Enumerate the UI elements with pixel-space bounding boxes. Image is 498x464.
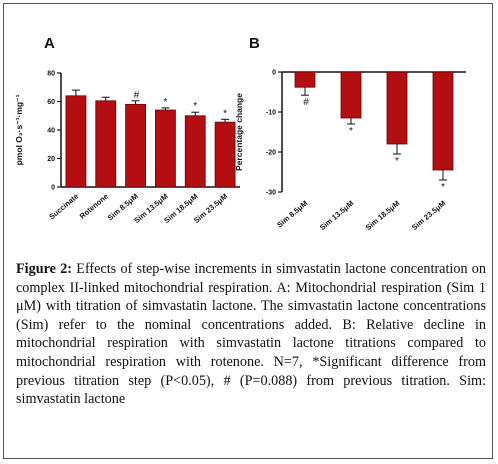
panel-a-y-axis-label: pmol O₂·s⁻¹·mg⁻¹	[14, 94, 24, 165]
panel-a-bar	[155, 109, 176, 188]
panel-a-y-tick-label: 20	[47, 156, 55, 163]
panel-b-letter: B	[249, 35, 260, 52]
panel-a-significance-mark: *	[223, 108, 227, 119]
panel-b-category-label: Sim 18.5μM	[364, 199, 401, 232]
panel-b-significance-mark: *	[441, 182, 445, 193]
panel-a-bar	[95, 100, 117, 188]
panel-a-y-tick-label: 0	[51, 185, 55, 192]
panel-a-bar	[125, 103, 146, 188]
panel-b-y-axis-label: Percentage change	[234, 93, 244, 171]
panel-b-category-label: Sim 13.5μM	[318, 199, 355, 232]
panel-a-bar	[184, 115, 206, 188]
figure-frame: A B 0 20 40 60 80 pmol O₂·s⁻¹·mg⁻¹ Succinate Ro…	[3, 3, 493, 459]
panel-b-bar	[386, 71, 408, 145]
panel-a-category-label: Succinate	[47, 192, 80, 222]
panel-b-category-label: Sim 8.5μM	[275, 199, 309, 230]
panel-a-y-tick-label: 80	[47, 71, 55, 78]
panel-a-y-tick-label: 60	[47, 99, 55, 106]
panel-b-y-tick-label: -20	[266, 150, 276, 157]
panel-b-y-tick-label: -10	[266, 110, 276, 117]
panel-b-bar	[432, 71, 454, 171]
panel-b-significance-mark: #	[303, 97, 309, 108]
panel-a-significance-mark: *	[163, 97, 167, 108]
panel-b-y-tick-label: -30	[266, 190, 276, 197]
figure-caption: Figure 2: Effects of step-wise increment…	[16, 260, 486, 409]
panel-b-significance-mark: *	[395, 156, 399, 167]
panel-b-bar	[294, 71, 316, 88]
panel-a-bar	[65, 95, 87, 188]
panel-b-significance-mark: *	[349, 126, 353, 137]
panel-b-bar	[340, 71, 362, 119]
caption-text: Effects of step-wise increments in simva…	[16, 261, 486, 408]
caption-label: Figure 2:	[16, 261, 73, 277]
panel-a-bar	[214, 121, 236, 188]
panel-b-chart: 0 -10 -20 -30 Percentage change # Sim 8.5μM * Si…	[234, 70, 466, 232]
panel-b-y-tick-label: 0	[272, 70, 276, 77]
panel-b-category-label: Sim 23.5μM	[410, 199, 447, 232]
panel-a-significance-mark: #	[134, 90, 140, 101]
panel-a-y-tick-label: 40	[47, 128, 55, 135]
panel-a-letter: A	[44, 35, 55, 52]
panel-a-significance-mark: *	[193, 101, 197, 112]
